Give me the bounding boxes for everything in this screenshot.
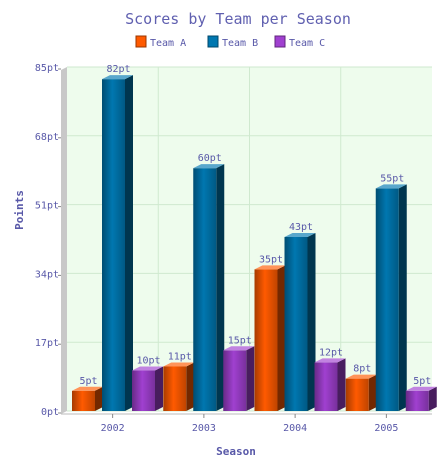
data-label: 11pt xyxy=(168,351,192,362)
data-label: 12pt xyxy=(319,347,343,358)
x-axis-label: Season xyxy=(216,445,256,458)
data-label: 35pt xyxy=(259,254,283,265)
legend-swatch xyxy=(274,35,286,48)
legend-label: Team B xyxy=(222,38,258,49)
x-tick-label: 2002 xyxy=(101,423,125,434)
chart-title: Scores by Team per Season xyxy=(125,10,351,28)
y-tick-label: 34pt xyxy=(35,269,59,280)
data-label: 55pt xyxy=(380,173,404,184)
legend-item-team-a: Team A xyxy=(135,35,186,49)
data-label: 10pt xyxy=(136,356,160,367)
legend-swatch xyxy=(207,35,219,48)
bar-team-b-2005 xyxy=(375,184,407,411)
y-axis-label: Points xyxy=(13,190,26,230)
legend-label: Team A xyxy=(150,38,186,49)
bar-team-c-2002 xyxy=(132,366,163,411)
bar-team-c-2004 xyxy=(314,358,346,411)
x-tick-label: 2003 xyxy=(192,423,216,434)
y-tick-label: 51pt xyxy=(35,201,59,212)
legend: Team A Team B Team C xyxy=(135,35,325,49)
bar-team-a-2005 xyxy=(345,374,377,411)
legend-item-team-c: Team C xyxy=(274,35,325,49)
plot-area: 0pt 17pt 34pt 51pt 68pt 85pt 5pt 82pt 10pt 2002 11… xyxy=(35,63,437,434)
bar-team-b-2002 xyxy=(102,75,133,411)
data-label: 5pt xyxy=(413,376,431,387)
data-label: 5pt xyxy=(79,376,97,387)
bar-team-a-2003 xyxy=(163,362,195,411)
legend-item-team-b: Team B xyxy=(207,35,258,49)
data-label: 43pt xyxy=(289,222,313,233)
y-tick-label: 68pt xyxy=(35,132,59,143)
data-label: 15pt xyxy=(228,335,252,346)
bar-team-c-2005 xyxy=(405,386,437,411)
legend-label: Team C xyxy=(289,38,325,49)
bar-team-a-2002 xyxy=(72,386,103,411)
bar-team-b-2003 xyxy=(193,164,225,411)
y-tick-label: 85pt xyxy=(35,63,59,74)
bar-team-b-2004 xyxy=(284,232,316,411)
x-tick-label: 2004 xyxy=(283,423,307,434)
bar-team-a-2004 xyxy=(254,265,286,411)
legend-swatch xyxy=(135,35,147,48)
data-label: 82pt xyxy=(106,64,130,75)
bar-team-c-2003 xyxy=(223,346,255,411)
x-tick-label: 2005 xyxy=(374,423,398,434)
left-wall xyxy=(61,67,67,414)
y-tick-label: 17pt xyxy=(35,338,59,349)
data-label: 8pt xyxy=(353,364,371,375)
data-label: 60pt xyxy=(198,153,222,164)
y-tick-label: 0pt xyxy=(41,407,59,418)
